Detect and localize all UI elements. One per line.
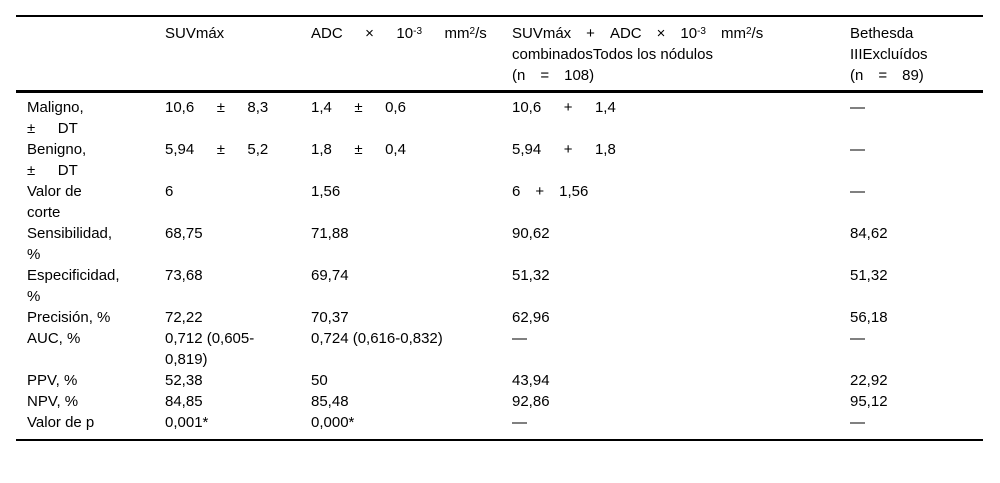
data-cell: 0,712 (0,605- 0,819): [165, 330, 255, 368]
data-cell: 71,88: [311, 225, 349, 242]
row-label: NPV, %: [27, 393, 79, 410]
table-body: Maligno, ± DT 10,6 ± 8,3 1,4 ± 0,6 10,6 …: [16, 92, 983, 441]
row-label: Valor de corte: [27, 183, 82, 221]
table-header: SUVmáx ADC × 10-3 mm2/s SUVmáx + ADC × 1…: [16, 16, 983, 93]
data-cell: 1,8 ± 0,4: [311, 141, 406, 158]
data-cell: 22,92: [850, 372, 888, 389]
data-cell: 1,56: [311, 183, 341, 200]
data-cell: 51,32: [512, 267, 550, 284]
row-label: Especificidad, %: [27, 267, 120, 305]
data-cell: 51,32: [850, 267, 888, 284]
results-table-container: SUVmáx ADC × 10-3 mm2/s SUVmáx + ADC × 1…: [16, 15, 1000, 441]
data-cell: 68,75: [165, 225, 203, 242]
row-label: Benigno, ± DT: [27, 141, 87, 179]
table-row-benigno: Benigno, ± DT 5,94 ± 5,2 1,8 ± 0,4 5,94 …: [16, 139, 983, 181]
data-cell: 6: [165, 183, 174, 200]
data-cell: 62,96: [512, 309, 550, 326]
data-cell: 6 + 1,56: [512, 183, 589, 200]
column-header-combined: SUVmáx + ADC × 10-3 mm2/s combinadosTodo…: [512, 16, 850, 93]
table-row-especificidad: Especificidad, % 73,68 69,74 51,32 51,32: [16, 265, 983, 307]
table-row-maligno: Maligno, ± DT 10,6 ± 8,3 1,4 ± 0,6 10,6 …: [16, 92, 983, 140]
column-header-adc: ADC × 10-3 mm2/s: [311, 16, 512, 93]
data-cell: —: [850, 330, 865, 347]
data-cell: —: [512, 330, 527, 347]
row-label: AUC, %: [27, 330, 81, 347]
data-cell: 5,94 + 1,8: [512, 141, 616, 158]
row-label: Precisión, %: [27, 309, 111, 326]
data-cell: 73,68: [165, 267, 203, 284]
table-header-row: SUVmáx ADC × 10-3 mm2/s SUVmáx + ADC × 1…: [16, 16, 983, 93]
data-cell: 50: [311, 372, 328, 389]
data-cell: 52,38: [165, 372, 203, 389]
data-cell: 92,86: [512, 393, 550, 410]
table-row-sensibilidad: Sensibilidad, % 68,75 71,88 90,62 84,62: [16, 223, 983, 265]
data-cell: 90,62: [512, 225, 550, 242]
data-cell: 10,6 ± 8,3: [165, 99, 269, 116]
table-row-npv: NPV, % 84,85 85,48 92,86 95,12: [16, 391, 983, 412]
data-cell: 95,12: [850, 393, 888, 410]
data-cell: —: [850, 183, 865, 200]
data-cell: 0,000*: [311, 414, 355, 431]
row-label: Valor de p: [27, 414, 95, 431]
column-header-suvmax: SUVmáx: [165, 16, 311, 93]
table-row-auc: AUC, % 0,712 (0,605- 0,819) 0,724 (0,616…: [16, 328, 983, 370]
data-cell: —: [850, 99, 865, 116]
data-cell: 0,001*: [165, 414, 209, 431]
row-label: Maligno, ± DT: [27, 99, 84, 137]
data-cell: 84,85: [165, 393, 203, 410]
data-cell: 56,18: [850, 309, 888, 326]
table-row-ppv: PPV, % 52,38 50 43,94 22,92: [16, 370, 983, 391]
table-row-valor-de-corte: Valor de corte 6 1,56 6 + 1,56 —: [16, 181, 983, 223]
data-cell: 84,62: [850, 225, 888, 242]
data-cell: 69,74: [311, 267, 349, 284]
data-cell: 43,94: [512, 372, 550, 389]
data-cell: 1,4 ± 0,6: [311, 99, 406, 116]
data-cell: 0,724 (0,616-0,832): [311, 330, 443, 347]
data-cell: 5,94 ± 5,2: [165, 141, 269, 158]
data-cell: 10,6 + 1,4: [512, 99, 616, 116]
data-cell: —: [850, 414, 865, 431]
data-cell: —: [850, 141, 865, 158]
table-row-valor-de-p: Valor de p 0,001* 0,000* — —: [16, 412, 983, 440]
table-row-precision: Precisión, % 72,22 70,37 62,96 56,18: [16, 307, 983, 328]
data-cell: 70,37: [311, 309, 349, 326]
data-cell: 85,48: [311, 393, 349, 410]
data-cell: —: [512, 414, 527, 431]
row-label: Sensibilidad, %: [27, 225, 113, 263]
data-cell: 72,22: [165, 309, 203, 326]
column-header-bethesda: Bethesda IIIExcluídos (n = 89): [850, 16, 983, 93]
diagnostic-performance-table: SUVmáx ADC × 10-3 mm2/s SUVmáx + ADC × 1…: [16, 15, 983, 441]
row-label: PPV, %: [27, 372, 78, 389]
column-header-empty: [16, 16, 165, 93]
